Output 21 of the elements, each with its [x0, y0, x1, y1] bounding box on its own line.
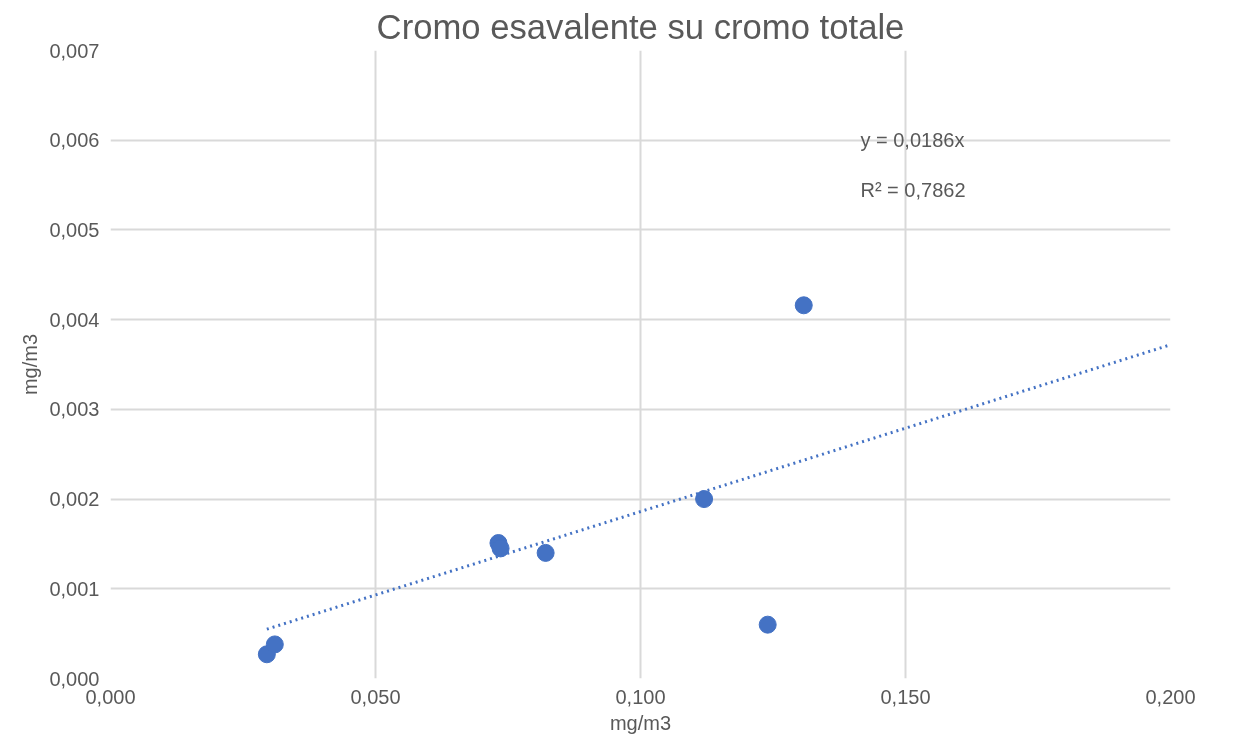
y-tick-label: 0,001 [49, 577, 100, 600]
x-tick-label: 0,100 [615, 685, 666, 708]
y-tick-label: 0,004 [49, 308, 100, 331]
x-tick-label: 0,150 [880, 685, 931, 708]
point [695, 490, 714, 509]
y-tick-label: 0,006 [49, 129, 100, 152]
x-tick-label: 0,200 [1145, 685, 1196, 708]
y-tick-label: 0,007 [49, 39, 100, 62]
point [536, 543, 555, 562]
point [758, 615, 777, 634]
x-axis-title: mg/m3 [609, 711, 672, 734]
point [794, 296, 813, 315]
y-tick-label: 0,005 [49, 218, 100, 241]
y-tick-label: 0,002 [49, 488, 100, 511]
x-tick-label: 0,050 [350, 685, 401, 708]
y-axis-title: mg/m3 [19, 333, 42, 396]
chart-title: Cromo esavalente su cromo totale [376, 7, 905, 46]
annotation: y = 0,0186x [860, 129, 965, 152]
annotation: R² = 0,7862 [860, 178, 966, 201]
point [265, 635, 284, 654]
y-tick-label: 0,003 [49, 398, 100, 421]
